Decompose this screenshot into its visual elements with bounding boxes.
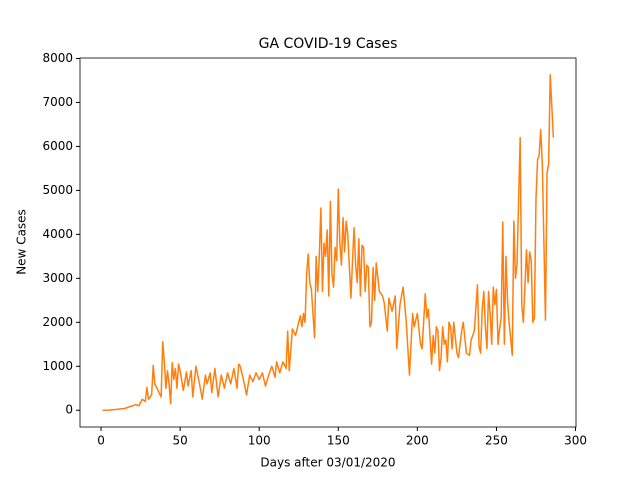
y-tick-label: 8000 (42, 51, 73, 65)
x-tick-label: 150 (327, 434, 350, 448)
y-tick-label: 6000 (42, 139, 73, 153)
y-tick-label: 2000 (42, 315, 73, 329)
x-tick-label: 50 (172, 434, 187, 448)
chart-title: GA COVID-19 Cases (259, 36, 398, 52)
y-tick-label: 0 (65, 403, 73, 417)
y-tick-label: 1000 (42, 359, 73, 373)
plot-frame (79, 57, 577, 428)
x-tick-label: 300 (564, 434, 587, 448)
line (102, 74, 555, 411)
x-tick-label: 200 (406, 434, 429, 448)
x-tick-label: 250 (485, 434, 508, 448)
y-axis-label: New Cases (15, 209, 29, 275)
x-axis-label: Days after 03/01/2020 (260, 456, 395, 470)
y-tick-label: 4000 (42, 227, 73, 241)
x-tick-label: 100 (248, 434, 271, 448)
y-tick-label: 5000 (42, 183, 73, 197)
x-tick-label: 0 (97, 434, 105, 448)
y-tick-label: 7000 (42, 95, 73, 109)
y-tick-label: 3000 (42, 271, 73, 285)
